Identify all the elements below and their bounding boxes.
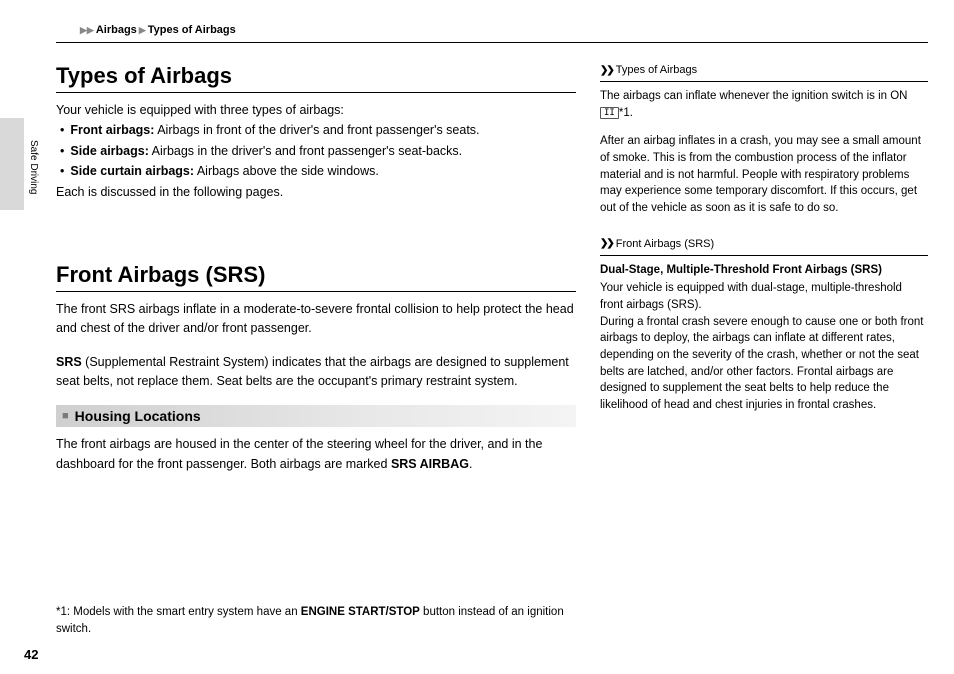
bullet-side-curtain-airbags: Side curtain airbags: Airbags above the … [60, 162, 576, 181]
srs-abbrev: SRS [56, 355, 82, 369]
header-rule [56, 42, 928, 43]
breadcrumb-level-2: Types of Airbags [148, 24, 236, 36]
page-number: 42 [24, 647, 38, 662]
side-column: ❯❯ Types of Airbags The airbags can infl… [600, 63, 928, 488]
footnote: *1: Models with the smart entry system h… [56, 604, 576, 639]
chapter-tab [0, 118, 24, 210]
chapter-tab-label: Safe Driving [28, 140, 39, 194]
chevron-icon: ❯❯ [600, 237, 613, 252]
main-column: Types of Airbags Your vehicle is equippe… [56, 63, 576, 488]
footnote-bold: ENGINE START/STOP [301, 606, 420, 618]
intro-line: Your vehicle is equipped with three type… [56, 101, 576, 120]
side-note-types: ❯❯ Types of Airbags The airbags can infl… [600, 63, 928, 217]
bullet-label: Side curtain airbags: [70, 164, 194, 178]
dual-stage-title: Dual-Stage, Multiple-Threshold Front Air… [600, 262, 928, 279]
bullet-front-airbags: Front airbags: Airbags in front of the d… [60, 121, 576, 140]
side-note-front-srs: ❯❯ Front Airbags (SRS) Dual-Stage, Multi… [600, 237, 928, 414]
breadcrumb-level-1: Airbags [96, 24, 137, 36]
breadcrumb-arrow-icon: ▶▶ [80, 25, 94, 36]
section-title-types: Types of Airbags [56, 63, 576, 93]
bullet-text: Airbags in the driver's and front passen… [149, 144, 462, 158]
bullet-label: Front airbags: [70, 123, 154, 137]
subheading-housing-locations: ■ Housing Locations [56, 405, 576, 427]
breadcrumb: ▶▶ Airbags ▶ Types of Airbags [80, 24, 928, 36]
housing-text-c: . [469, 457, 472, 471]
dual-stage-p2: During a frontal crash severe enough to … [600, 314, 928, 414]
ignition-position-icon: II [600, 107, 619, 120]
side-note-header: ❯❯ Front Airbags (SRS) [600, 237, 928, 256]
intro-outro: Each is discussed in the following pages… [56, 183, 576, 202]
square-bullet-icon: ■ [62, 410, 69, 422]
side-note-header: ❯❯ Types of Airbags [600, 63, 928, 82]
side-note-ignition: The airbags can inflate whenever the ign… [600, 88, 928, 121]
srs-definition: (Supplemental Restraint System) indicate… [56, 355, 569, 388]
srs-airbag-label: SRS AIRBAG [391, 457, 469, 471]
housing-paragraph: The front airbags are housed in the cent… [56, 435, 576, 474]
footnote-a: *1: Models with the smart entry system h… [56, 606, 301, 618]
side-note-title: Types of Airbags [616, 63, 697, 79]
bullet-side-airbags: Side airbags: Airbags in the driver's an… [60, 142, 576, 161]
page-content: ▶▶ Airbags ▶ Types of Airbags Types of A… [56, 24, 928, 488]
bullet-label: Side airbags: [70, 144, 149, 158]
chevron-icon: ❯❯ [600, 64, 613, 79]
section-title-front-srs: Front Airbags (SRS) [56, 262, 576, 292]
bullet-text: Airbags in front of the driver's and fro… [154, 123, 479, 137]
side-note-title: Front Airbags (SRS) [616, 237, 714, 253]
side-note-smoke: After an airbag inflates in a crash, you… [600, 133, 928, 216]
types-intro: Your vehicle is equipped with three type… [56, 101, 576, 202]
srs-paragraph-1: The front SRS airbags inflate in a moder… [56, 300, 576, 339]
breadcrumb-arrow-icon: ▶ [139, 25, 146, 36]
subheading-text: Housing Locations [75, 408, 201, 424]
srs-paragraph-2: SRS (Supplemental Restraint System) indi… [56, 353, 576, 392]
bullet-text: Airbags above the side windows. [194, 164, 379, 178]
dual-stage-p1: Your vehicle is equipped with dual-stage… [600, 280, 928, 313]
